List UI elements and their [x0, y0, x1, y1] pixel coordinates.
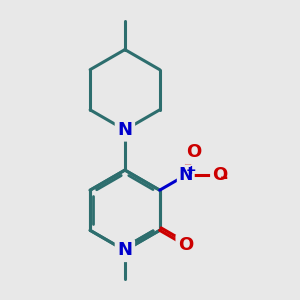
Text: O: O [178, 236, 194, 254]
Text: N: N [178, 166, 193, 184]
Text: N: N [117, 242, 132, 260]
Text: -: - [220, 168, 228, 187]
Text: N: N [117, 121, 132, 139]
Text: O: O [212, 166, 227, 184]
Text: O: O [186, 143, 202, 161]
Text: +: + [185, 164, 196, 177]
